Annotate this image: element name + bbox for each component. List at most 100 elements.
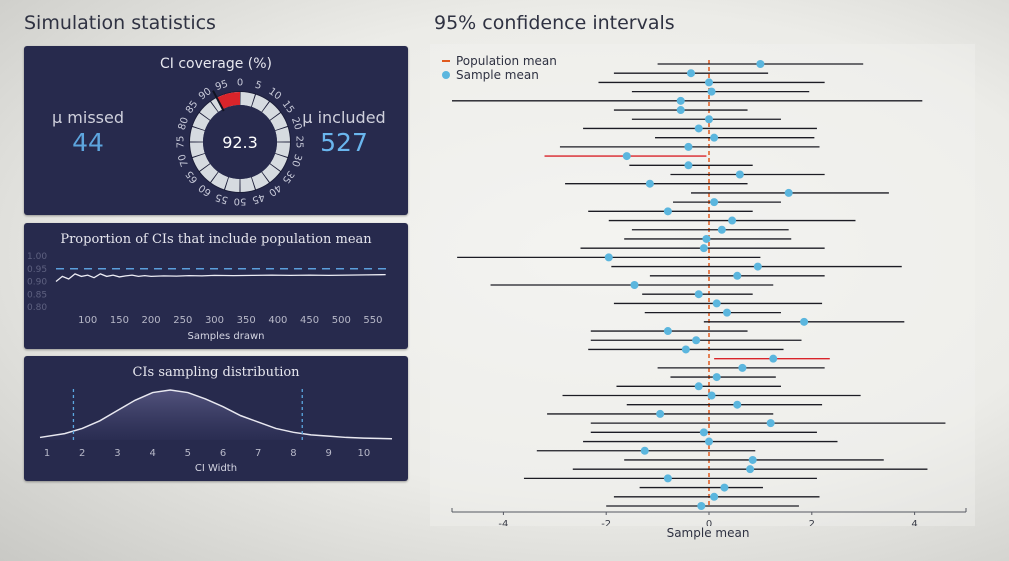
ci-x-tick-label: 4 [911, 519, 917, 526]
proportion-series-line [55, 273, 386, 283]
sample-mean-point [705, 437, 713, 446]
width-xtick: 10 [357, 448, 370, 459]
sample-mean-point [710, 133, 719, 142]
gauge-tick-label: 0 [237, 78, 243, 89]
gauge-tick-label: 25 [294, 136, 305, 149]
ci-xlabel: Sample mean [666, 526, 750, 540]
gauge-tick-label: 75 [176, 136, 187, 149]
width-xtick: 2 [79, 448, 85, 459]
gauge-tick-label: 20 [289, 116, 303, 132]
sample-mean-point [717, 225, 726, 234]
proportion-xtick: 100 [78, 315, 97, 326]
sample-mean-point [663, 327, 672, 336]
sample-mean-point [694, 290, 703, 299]
sample-mean-point [738, 363, 747, 372]
sample-mean-point [663, 474, 672, 483]
sample-mean-point [746, 465, 755, 474]
sample-mean-point [681, 345, 690, 354]
sample-mean-point [699, 244, 708, 253]
sample-mean-point [769, 354, 778, 363]
sample-mean-point [712, 299, 721, 308]
sample-mean-point [722, 308, 731, 317]
sample-mean-point [800, 317, 809, 326]
coverage-panel: CI coverage (%) μ missed 44 μ included 5… [24, 46, 408, 215]
sample-mean-point [656, 409, 665, 418]
sample-mean-point [630, 281, 639, 289]
sample-mean-point [622, 152, 631, 161]
legend-population-label: Population mean [456, 54, 557, 68]
sample-mean-point [645, 179, 654, 188]
missed-label: μ missed [52, 108, 124, 127]
gauge-segment [275, 127, 290, 142]
gauge-tick-label: 5 [254, 80, 263, 92]
sample-mean-point [733, 271, 742, 280]
proportion-xtick: 150 [110, 315, 129, 326]
sample-mean-point [707, 391, 716, 400]
gauge-segment [192, 153, 210, 171]
legend-population: Population mean [442, 54, 557, 68]
gauge-segment [190, 127, 205, 142]
sample-mean-point [753, 262, 762, 271]
included-label: μ included [302, 108, 386, 127]
proportion-xtick: 200 [142, 315, 161, 326]
width-xtick: 4 [149, 448, 155, 459]
gauge-segment [270, 153, 288, 171]
sample-mean-point [728, 216, 737, 225]
proportion-chart: 1.00 0.95 0.90 0.85 0.80 100 150 200 250 300 350 40… [27, 252, 392, 326]
width-xtick: 6 [220, 448, 226, 459]
proportion-ytick: 0.95 [27, 265, 47, 275]
sample-mean-point [766, 419, 775, 428]
width-xtick: 5 [185, 448, 191, 459]
sample-mean-point [720, 483, 729, 492]
gauge-segment [270, 113, 288, 131]
sample-mean-point [676, 96, 685, 105]
sample-mean-point [705, 115, 713, 124]
sample-dot-swatch [442, 71, 450, 79]
width-chart: 1 2 3 4 5 6 7 8 9 10 [39, 389, 393, 459]
gauge-segment [240, 92, 255, 107]
included-value: 527 [320, 128, 368, 157]
sample-mean-point [710, 492, 719, 501]
ci-x-tick-label: -2 [601, 519, 611, 526]
gauge-segment [262, 101, 281, 120]
sample-mean-point [684, 142, 693, 151]
coverage-panel-title: CI coverage (%) [159, 56, 273, 72]
sample-mean-point [710, 198, 719, 207]
sample-mean-point [735, 170, 744, 179]
gauge-segment [262, 164, 281, 183]
population-line-swatch [442, 60, 450, 62]
gauge-tick-label: 55 [214, 191, 230, 205]
proportion-ytick: 1.00 [27, 252, 47, 262]
proportion-xtick: 500 [332, 315, 351, 326]
sample-mean-point [748, 455, 757, 464]
proportion-ytick: 0.90 [27, 278, 47, 288]
missed-value: 44 [72, 128, 104, 157]
width-xtick: 7 [255, 448, 261, 459]
gauge-segment [192, 113, 210, 131]
sample-mean-point [705, 78, 713, 87]
proportion-xtick: 300 [205, 315, 224, 326]
sample-mean-point [784, 188, 793, 197]
sample-mean-point [733, 400, 742, 409]
sample-mean-point [692, 336, 701, 345]
legend-sample: Sample mean [442, 68, 557, 82]
gauge-tick-label: 45 [250, 191, 266, 205]
width-area [40, 390, 392, 440]
gauge-segment [251, 172, 269, 190]
sample-mean-point [702, 234, 711, 243]
width-curve [39, 389, 393, 440]
proportion-xtick: 450 [300, 315, 319, 326]
width-xtick: 8 [290, 448, 296, 459]
width-xtick: 1 [44, 448, 50, 459]
gauge-segment [190, 142, 205, 157]
sample-mean-point [604, 253, 613, 262]
sample-mean-point [707, 87, 716, 96]
proportion-xtick: 250 [173, 315, 192, 326]
gauge-segment [211, 172, 229, 190]
ci-x-tick-label: -4 [498, 519, 508, 526]
proportion-xtick: 550 [363, 315, 382, 326]
gauge-segment [199, 101, 218, 120]
width-panel: CIs sampling distribution 1 2 3 4 5 6 7 8 9 10 CI… [24, 356, 408, 481]
legend-sample-label: Sample mean [456, 68, 539, 82]
